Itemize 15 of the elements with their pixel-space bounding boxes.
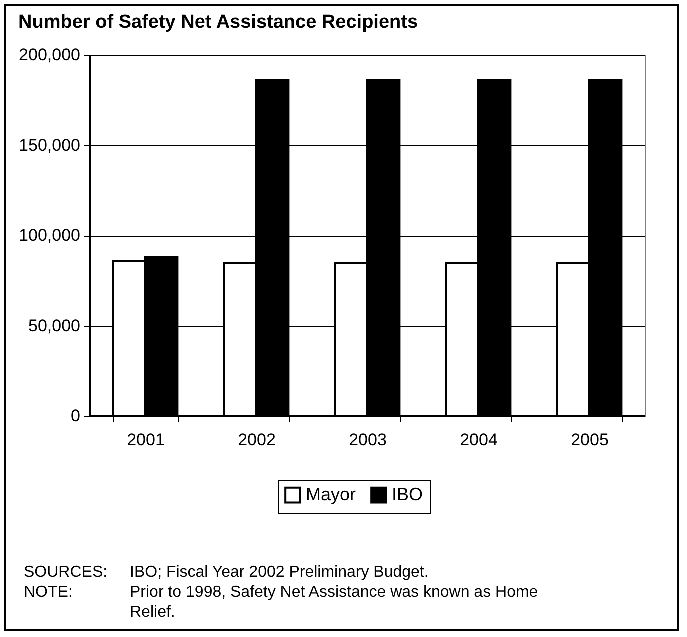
y-tick-label: 0 xyxy=(71,406,80,426)
text: SOURCES: IBO; Fiscal Year 2002 Preliminary Budget. xyxy=(24,564,429,581)
chart-title: Number of Safety Net Assistance Recipients xyxy=(18,12,418,33)
x-tick-label: 2003 xyxy=(349,430,387,450)
x-tick-label: 2004 xyxy=(460,430,498,450)
x-tick-label: 2002 xyxy=(238,430,276,450)
legend-label: Mayor xyxy=(306,484,356,504)
y-tick-label: 50,000 xyxy=(28,316,80,336)
x-tick-label: 2001 xyxy=(127,430,165,450)
y-tick-label: 200,000 xyxy=(19,46,80,64)
y-tick-label: 150,000 xyxy=(19,136,80,155)
x-tick-label: 2005 xyxy=(571,430,609,450)
legend-label: IBO xyxy=(392,484,424,504)
y-tick-label: 100,000 xyxy=(19,226,80,245)
text: NOTE: Prior to 1998, Safety Net Assistance was known as Home Relief. xyxy=(24,584,538,621)
